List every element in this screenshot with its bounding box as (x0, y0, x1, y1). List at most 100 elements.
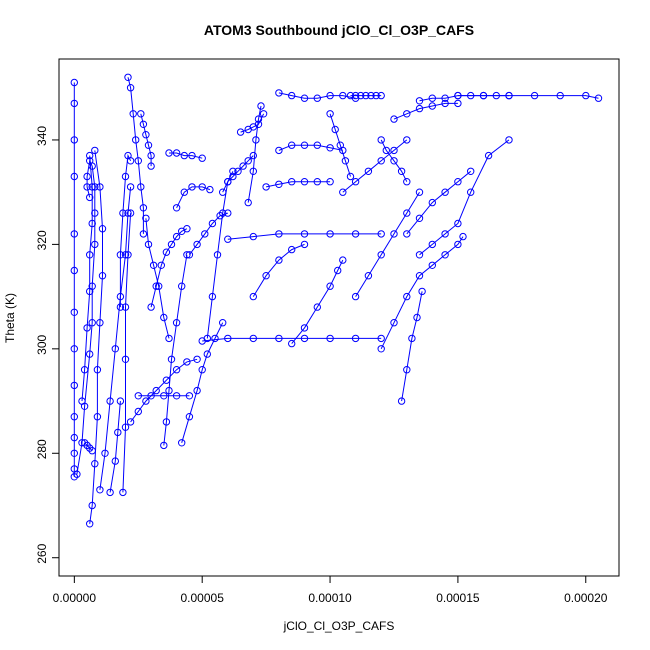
data-point (70, 449, 79, 457)
data-point (144, 240, 153, 249)
data-point (70, 266, 79, 275)
data-point (172, 319, 181, 327)
data-point (121, 303, 130, 311)
series-line (247, 105, 262, 203)
data-point (372, 91, 380, 100)
data-point (403, 292, 411, 301)
data-point (165, 386, 173, 395)
series-line (419, 139, 510, 256)
data-point (88, 319, 96, 327)
data-point (111, 457, 120, 465)
data-point (351, 91, 360, 100)
data-series-layer (70, 73, 603, 528)
series-line (119, 153, 132, 308)
x-tick-label: 0.00010 (308, 591, 352, 605)
data-point (229, 172, 237, 181)
data-point (70, 413, 79, 421)
data-point (362, 91, 370, 100)
data-point (137, 110, 145, 118)
data-point (397, 167, 406, 176)
x-tick-label: 0.00000 (53, 591, 97, 605)
data-point (377, 230, 385, 238)
data-point (155, 282, 163, 290)
data-point (198, 366, 206, 374)
series-line (355, 191, 420, 297)
data-point (167, 355, 176, 363)
data-point (121, 172, 130, 181)
data-point (219, 209, 227, 217)
y-axis-label: Theta (K) (3, 293, 17, 343)
series-line (76, 159, 96, 475)
data-point (403, 209, 411, 217)
data-point (96, 183, 104, 191)
data-point (403, 110, 411, 118)
data-point (178, 282, 186, 290)
data-point (93, 413, 102, 421)
y-tick-label: 320 (35, 230, 49, 250)
data-point (188, 183, 196, 191)
data-point (377, 136, 385, 144)
data-point (441, 230, 449, 238)
data-point (70, 78, 79, 87)
data-point (119, 488, 127, 497)
data-point (313, 141, 321, 149)
data-point (403, 136, 411, 144)
data-point (262, 183, 270, 191)
data-point (331, 125, 339, 134)
data-point (239, 162, 247, 170)
data-point (116, 303, 125, 311)
data-point (93, 366, 102, 374)
data-point (326, 334, 334, 343)
data-point (224, 235, 232, 243)
data-point (116, 251, 125, 259)
series-line (84, 442, 93, 452)
data-point (403, 230, 411, 238)
series-line (109, 401, 121, 493)
data-point (313, 303, 321, 311)
data-point (467, 188, 475, 196)
series-line (419, 95, 509, 102)
data-point (126, 84, 135, 92)
series-line (150, 228, 188, 308)
series-line (401, 291, 423, 402)
data-point (121, 355, 130, 363)
data-point (88, 219, 96, 228)
data-point (70, 172, 79, 181)
data-point (129, 110, 137, 118)
data-point (415, 214, 424, 223)
data-point (377, 334, 385, 343)
data-point (454, 91, 462, 100)
data-point (86, 350, 94, 358)
series-line (206, 171, 234, 339)
data-point (275, 230, 283, 238)
data-point (126, 157, 135, 165)
data-point (326, 91, 334, 100)
data-point (96, 319, 104, 327)
data-point (459, 232, 467, 241)
data-point (249, 151, 258, 160)
data-point (80, 366, 89, 374)
data-point (172, 392, 181, 400)
data-point (300, 230, 309, 238)
series-line (202, 337, 382, 342)
data-point (249, 334, 258, 343)
series-line (163, 254, 188, 446)
data-point (106, 397, 114, 405)
data-point (124, 73, 132, 82)
data-point (249, 292, 258, 301)
data-point (88, 447, 96, 455)
data-point (441, 99, 449, 108)
data-point (193, 355, 201, 363)
data-point (162, 248, 171, 256)
data-point (351, 292, 360, 301)
data-point (147, 392, 155, 400)
data-point (594, 94, 603, 102)
y-tick-label: 280 (35, 439, 49, 459)
data-point (134, 407, 143, 416)
x-tick-label: 0.00015 (436, 591, 480, 605)
data-point (336, 141, 344, 149)
data-point (288, 245, 296, 254)
data-point (326, 110, 334, 118)
data-point (101, 449, 109, 457)
data-point (415, 251, 424, 259)
